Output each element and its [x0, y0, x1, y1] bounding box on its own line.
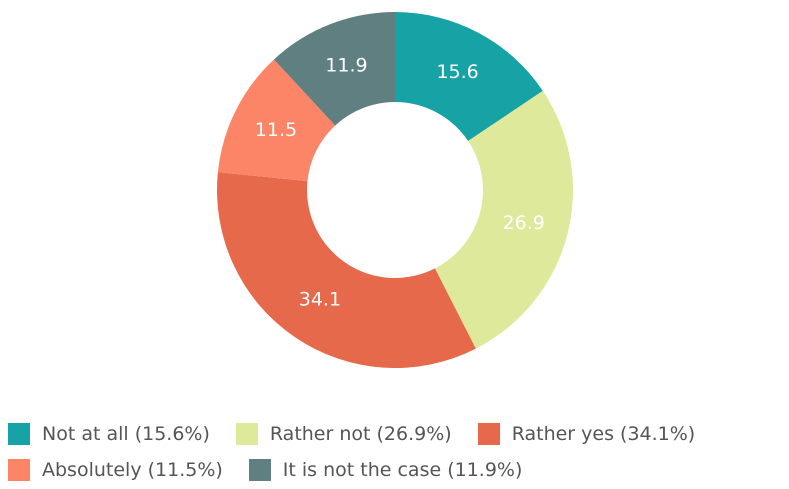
legend-item: Rather not (26.9%): [235, 421, 452, 447]
legend-swatch: [8, 459, 30, 481]
slice-label: 26.9: [503, 212, 545, 234]
slice-label: 11.9: [325, 55, 367, 77]
slice-label: 11.5: [255, 119, 297, 141]
slice-label: 15.6: [436, 61, 478, 83]
legend-item: It is not the case (11.9%): [248, 457, 523, 483]
legend-swatch: [235, 423, 258, 445]
legend-label: Not at all (15.6%): [42, 423, 210, 445]
legend-item: Absolutely (11.5%): [8, 457, 223, 483]
slice: [434, 90, 573, 349]
legend: Not at all (15.6%) Rather not (26.9%) Rath…: [8, 421, 789, 483]
legend-item: Not at all (15.6%): [8, 421, 210, 447]
legend-label: Absolutely (11.5%): [42, 459, 223, 481]
legend-swatch: [477, 423, 500, 445]
slice: [273, 12, 395, 126]
slice: [216, 172, 476, 368]
chart: 15.6 26.9 34.1 11.5 11.9: [216, 12, 573, 368]
legend-label: It is not the case (11.9%): [282, 459, 523, 481]
slice: [395, 12, 543, 141]
slice: [217, 59, 336, 182]
legend-label: Rather yes (34.1%): [511, 423, 696, 445]
legend-swatch: [8, 423, 30, 445]
legend-swatch: [248, 459, 271, 481]
slice-label: 34.1: [299, 288, 341, 310]
legend-label: Rather not (26.9%): [269, 423, 452, 445]
legend-item: Rather yes (34.1%): [477, 421, 696, 447]
